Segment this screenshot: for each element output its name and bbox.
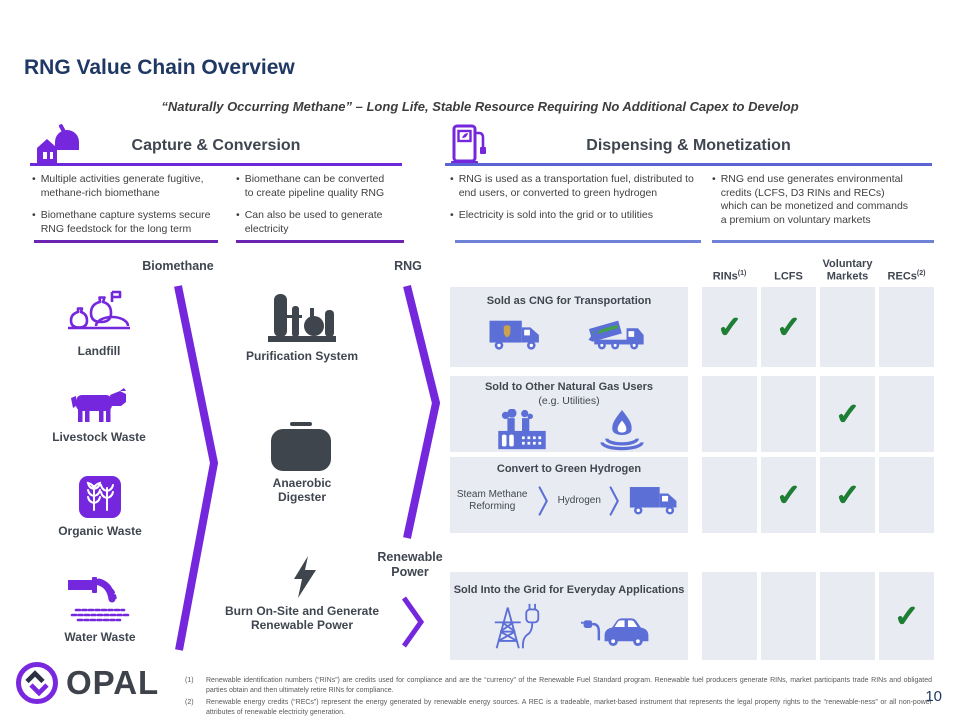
ups-truck-icon xyxy=(489,320,539,350)
bullet-text: Can also be used to generate electricity xyxy=(244,209,383,235)
power-grid-icon xyxy=(494,603,540,649)
credit-cell: ✓ xyxy=(761,287,816,367)
output-title: Sold to Other Natural Gas Users xyxy=(484,381,654,393)
capture-header-rule xyxy=(30,163,402,166)
col-header-voluntary-markets: Voluntary Markets xyxy=(822,258,873,283)
step-hydrogen: Hydrogen xyxy=(557,494,601,506)
lightning-icon xyxy=(294,556,316,598)
footnote-1: (1) Renewable identification numbers (“R… xyxy=(185,676,932,696)
cow-icon xyxy=(71,388,126,422)
refinery-icon xyxy=(268,294,336,342)
output-title: Sold as CNG for Transportation xyxy=(486,295,652,307)
dispensing-bullets-col1: RNG is used as a transportation fuel, di… xyxy=(450,173,708,232)
page-number: 10 xyxy=(925,688,942,705)
footnote-text: Renewable identification numbers (“RINs”… xyxy=(206,677,932,695)
opal-logo-text: OPAL xyxy=(66,664,160,701)
landfill-icon xyxy=(68,290,130,330)
footnote-2: (2) Renewable energy credits (“RECs”) re… xyxy=(185,698,932,718)
credit-cell xyxy=(820,287,875,367)
bullet-text: RNG end use generates environmental cred… xyxy=(720,173,909,226)
credit-cell xyxy=(702,376,757,452)
digester-tank-icon xyxy=(271,422,331,471)
opal-logo-icon xyxy=(16,662,58,704)
output-title: Sold Into the Grid for Everyday Applicat… xyxy=(453,584,685,596)
credit-cell xyxy=(702,457,757,533)
step-steam-methane-reforming: Steam Methane Reforming xyxy=(456,488,528,512)
credit-cell: ✓ xyxy=(702,287,757,367)
credit-cell: ✓ xyxy=(761,457,816,533)
biomethane-chevron xyxy=(174,285,219,651)
renewable-power-chevron xyxy=(401,596,425,648)
process-label-burn-onsite: Burn On-Site and Generate Renewable Powe… xyxy=(224,604,380,633)
stage-label-rng: RNG xyxy=(394,259,422,273)
dispensing-header-rule xyxy=(445,163,932,166)
rng-chevron xyxy=(403,285,441,539)
dispensing-bottom-rule-2 xyxy=(712,240,934,243)
opal-logo: OPAL xyxy=(14,660,159,706)
credit-cell xyxy=(702,572,757,660)
credit-cell xyxy=(879,457,934,533)
factory-icon xyxy=(498,409,546,450)
output-box-grid: Sold Into the Grid for Everyday Applicat… xyxy=(450,572,688,660)
source-label-organic-waste: Organic Waste xyxy=(58,524,142,538)
source-label-livestock-waste: Livestock Waste xyxy=(52,430,146,444)
credit-cell xyxy=(761,572,816,660)
credit-cell: ✓ xyxy=(820,376,875,452)
process-label-anaerobic-digester: Anaerobic Digester xyxy=(272,476,332,505)
capture-bottom-rule-1 xyxy=(34,240,218,243)
bullet-text: Biomethane can be converted to create pi… xyxy=(244,173,385,199)
page-title: RNG Value Chain Overview xyxy=(24,56,295,79)
dispensing-header: Dispensing & Monetization xyxy=(586,137,791,154)
credit-cell: ✓ xyxy=(820,457,875,533)
credit-cell xyxy=(820,572,875,660)
capture-bottom-rule-2 xyxy=(236,240,404,243)
box-truck-icon xyxy=(629,486,677,515)
gas-flame-icon xyxy=(600,410,644,451)
credit-cell: ✓ xyxy=(879,572,934,660)
col-header-lcfs: LCFS xyxy=(774,270,803,283)
credit-cell xyxy=(879,376,934,452)
step-chevron-icon xyxy=(609,486,619,516)
footnote-text: Renewable energy credits (“RECs”) repres… xyxy=(206,699,932,717)
capture-header: Capture & Conversion xyxy=(131,137,301,154)
wastewater-pipe-icon xyxy=(68,577,130,622)
wheat-icon xyxy=(79,476,121,518)
output-title: Convert to Green Hydrogen xyxy=(496,463,642,475)
dispensing-bullets-col2: RNG end use generates environmental cred… xyxy=(712,173,912,237)
credit-row-grid: ✓ xyxy=(702,572,934,660)
source-label-water-waste: Water Waste xyxy=(64,630,136,644)
output-box-cng: Sold as CNG for Transportation xyxy=(450,287,688,367)
process-label-purification-system: Purification System xyxy=(245,349,359,363)
output-subtitle: (e.g. Utilities) xyxy=(538,394,600,407)
page-subtitle: “Naturally Occurring Methane” – Long Lif… xyxy=(161,99,799,114)
col-header-recs: RECs(2) xyxy=(887,270,926,283)
credit-row-hydrogen: ✓ ✓ xyxy=(702,457,934,533)
source-label-landfill: Landfill xyxy=(77,344,121,358)
garbage-truck-icon xyxy=(588,320,644,350)
credit-row-cng: ✓ ✓ xyxy=(702,287,934,367)
step-chevron-icon xyxy=(538,486,549,516)
credit-row-gas-users: ✓ xyxy=(702,376,934,452)
bullet-text: Multiple activities generate fugitive, m… xyxy=(40,173,204,199)
output-box-green-hydrogen: Convert to Green Hydrogen Steam Methane … xyxy=(450,457,688,533)
output-box-gas-users: Sold to Other Natural Gas Users (e.g. Ut… xyxy=(450,376,688,452)
stage-label-biomethane: Biomethane xyxy=(142,259,214,273)
ev-car-icon xyxy=(581,618,649,646)
footnote-num: (2) xyxy=(185,699,194,707)
bullet-text: Electricity is sold into the grid or to … xyxy=(458,209,654,222)
dispensing-bottom-rule-1 xyxy=(455,240,701,243)
capture-bullets-col1: Multiple activities generate fugitive, m… xyxy=(32,173,228,246)
bullet-text: RNG is used as a transportation fuel, di… xyxy=(458,173,694,199)
stage-label-renewable-power: Renewable Power xyxy=(377,550,443,579)
capture-bullets-col2: Biomethane can be converted to create pi… xyxy=(236,173,394,246)
col-header-rins: RINs(1) xyxy=(712,270,747,283)
credit-grid-header-row: RINs(1) LCFS Voluntary Markets RECs(2) xyxy=(702,246,934,286)
footnotes: (1) Renewable identification numbers (“R… xyxy=(185,676,932,719)
credit-cell xyxy=(761,376,816,452)
footnote-num: (1) xyxy=(185,677,194,684)
credit-cell xyxy=(879,287,934,367)
bullet-text: Biomethane capture systems secure RNG fe… xyxy=(40,209,211,235)
